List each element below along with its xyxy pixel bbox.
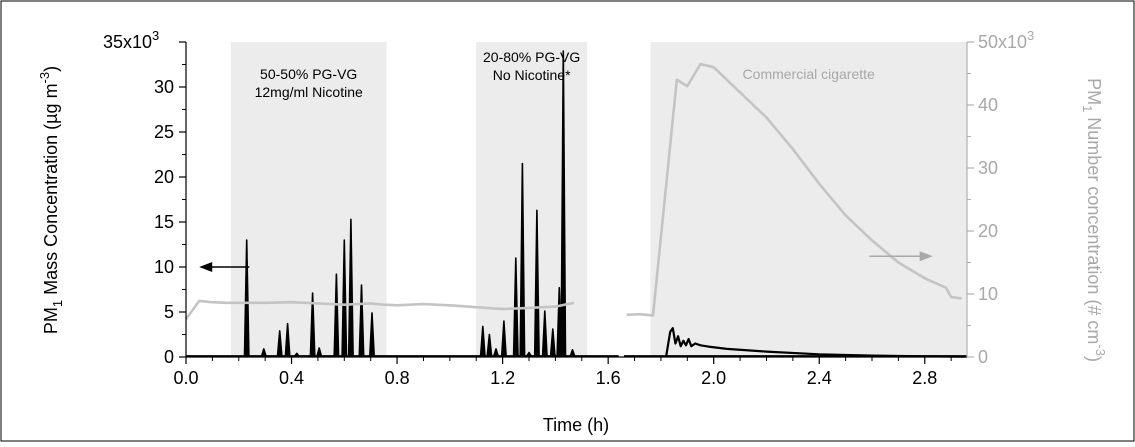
mass-peak-23: [560, 50, 567, 357]
mass-peak-18: [526, 351, 532, 357]
mass-cigarette-decay: [665, 327, 965, 358]
arrow-head-0: [199, 262, 213, 272]
mass-peak-2: [276, 330, 283, 357]
shaded-region-label-2-0: Commercial cigarette: [743, 66, 875, 82]
y2-tick-label-4: 40: [978, 95, 998, 115]
x-tick-label-5: 2.0: [701, 368, 726, 388]
mass-peak-0: [243, 239, 250, 357]
mass-peak-16: [512, 257, 519, 357]
mass-peak-13: [486, 333, 493, 357]
y2-tick-label-0: 0: [978, 347, 988, 367]
axis-layer: 0.0 0.4 0.8 1.2 1.6 2.0 2.4 2.8 0 5 10 15 20 25 30 35x1…: [103, 28, 1034, 388]
mass-peak-15: [500, 320, 507, 357]
mass-peak-7: [333, 273, 340, 357]
number-concentration-line-1: [626, 62, 962, 317]
y-tick-label-3: 15: [154, 212, 174, 232]
y2-tick-label-2: 20: [978, 221, 998, 241]
y2-axis-label: PM1 Number concentration (# cm-3): [1080, 78, 1108, 362]
mass-peak-20: [541, 310, 548, 357]
number-concentration-line-0: [184, 299, 575, 320]
x-tick-label-3: 1.2: [490, 368, 515, 388]
y2-tick-label-5: 50x103: [978, 28, 1034, 52]
shaded-region-labels: 50-50% PG-VG 12mg/ml Nicotine 20-80% PG-VG…: [255, 49, 875, 100]
x-tick-label-4: 1.6: [596, 368, 621, 388]
y2-tick-label-1: 10: [978, 284, 998, 304]
arrow-head-1: [919, 251, 933, 262]
shaded-region-2: [650, 42, 967, 357]
x-tick-label-6: 2.4: [807, 368, 832, 388]
mass-peak-9: [347, 218, 354, 357]
x-tick-label-7: 2.8: [912, 368, 937, 388]
mass-peak-10: [358, 284, 365, 357]
mass-peak-21: [549, 328, 556, 357]
shaded-region-label-1-0: 20-80% PG-VG: [483, 49, 580, 65]
mass-peak-4: [293, 352, 300, 357]
y-tick-label-0: 0: [164, 347, 174, 367]
x-axis-label: Time (h): [543, 415, 609, 435]
y-tick-label-1: 5: [164, 302, 174, 322]
y-tick-label-7: 35x103: [103, 28, 159, 52]
x-tick-label-1: 0.4: [279, 368, 304, 388]
mass-peak-3: [284, 322, 291, 357]
x-tick-label-0: 0.0: [173, 368, 198, 388]
y-tick-label-6: 30: [154, 77, 174, 97]
shaded-region-1: [476, 42, 588, 357]
mass-peak-5: [309, 292, 316, 357]
y-axis-label: PM1 Mass Concentration (µg m-3): [37, 66, 65, 334]
mass-peak-12: [479, 325, 486, 357]
mass-peak-11: [369, 312, 375, 357]
x-tick-label-2: 0.8: [385, 368, 410, 388]
shaded-region-label-1-1: No Nicotine*: [493, 67, 571, 83]
mass-peak-24: [569, 349, 576, 357]
y-tick-label-2: 10: [154, 257, 174, 277]
y2-tick-label-3: 30: [978, 158, 998, 178]
series-layer: [184, 50, 967, 358]
mass-peak-8: [341, 239, 348, 357]
y-tick-label-4: 20: [154, 167, 174, 187]
mass-peak-1: [260, 348, 267, 357]
shaded-regions: [230, 42, 967, 357]
shaded-region-label-0-1: 12mg/ml Nicotine: [255, 84, 363, 100]
mass-peak-6: [316, 347, 323, 357]
annotation-layer: [199, 251, 933, 272]
shaded-region-label-0-0: 50-50% PG-VG: [260, 66, 357, 82]
y-tick-label-5: 25: [154, 122, 174, 142]
mass-peak-14: [493, 348, 499, 357]
